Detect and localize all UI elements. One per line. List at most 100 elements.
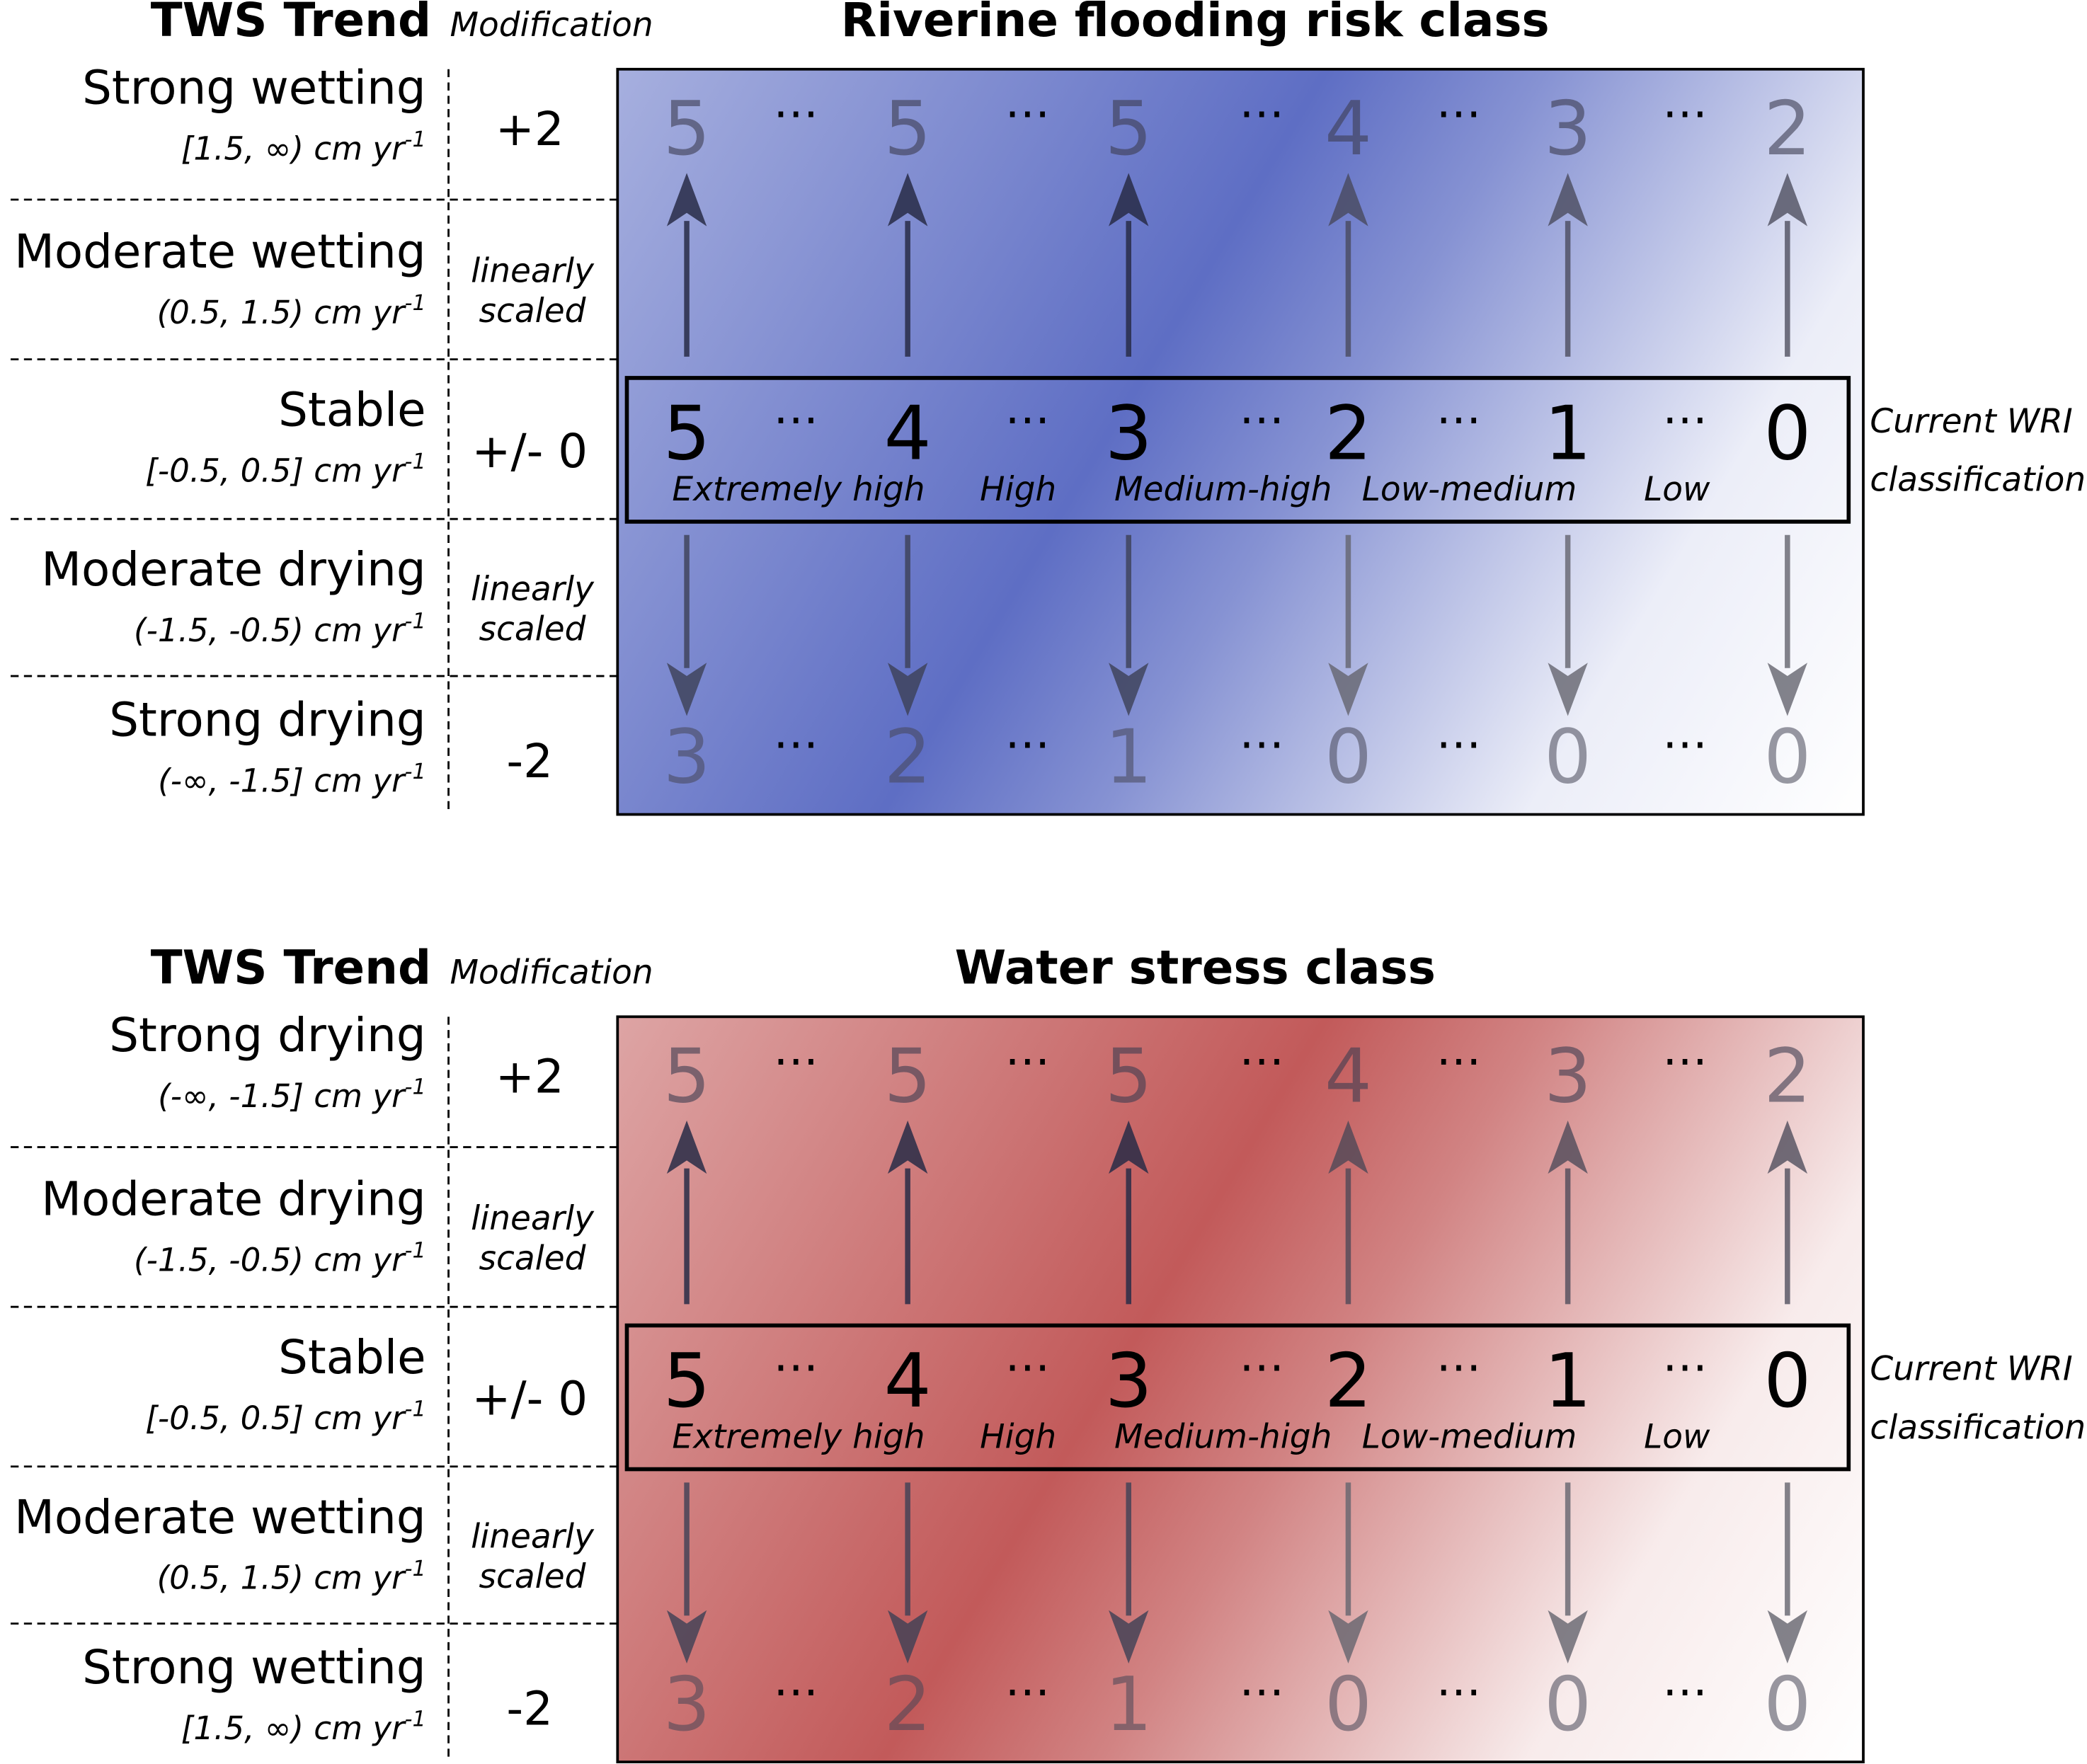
modified-bottom-value: 0 <box>1325 713 1372 800</box>
ellipsis: … <box>1005 1024 1050 1076</box>
arrow-up-head <box>887 173 928 227</box>
current-class-value: 3 <box>1105 390 1153 477</box>
modified-top-value: 5 <box>663 1033 711 1120</box>
trend-range-text: (-1.5, -0.5) cm yr <box>134 1241 406 1278</box>
class-box <box>616 1015 1865 1763</box>
arrow-down-head <box>1767 1610 1808 1663</box>
current-class-value: 5 <box>663 390 711 477</box>
trend-name: Strong wetting <box>82 1640 425 1695</box>
trend-range-text: [1.5, ∞) cm yr <box>181 130 406 168</box>
arrow-down-head <box>1328 663 1368 716</box>
arrow-up-head <box>1767 1120 1808 1174</box>
class-label: Low <box>1644 1417 1710 1456</box>
header-modification: Modification <box>450 953 653 992</box>
ellipsis: … <box>1239 707 1284 760</box>
arrow-up-head <box>887 1120 928 1174</box>
trend-range-text: (-∞, -1.5] cm yr <box>158 1077 406 1115</box>
arrow-up-head <box>1328 173 1368 227</box>
modified-bottom-value: 0 <box>1763 713 1811 800</box>
trend-row: Moderate drying (-1.5, -0.5) cm yr-1 linea… <box>41 542 595 649</box>
trend-name: Stable <box>278 383 425 437</box>
ellipsis: … <box>1436 1654 1482 1707</box>
class-label: Medium-high <box>1114 1417 1332 1456</box>
trend-row: Strong wetting [1.5, ∞) cm yr-1 +2 <box>82 61 564 168</box>
trend-name: Moderate wetting <box>14 224 425 279</box>
class-label: Low <box>1644 470 1710 509</box>
arrow-down-head <box>1548 663 1588 716</box>
current-wri-label: classification <box>1870 1408 2086 1447</box>
class-label: High <box>980 1417 1056 1456</box>
trend-range: (0.5, 1.5) cm yr-1 <box>157 1557 426 1597</box>
modified-top-value: 2 <box>1763 1033 1811 1120</box>
trend-name: Moderate wetting <box>14 1490 425 1545</box>
ellipsis: … <box>1005 1329 1050 1382</box>
trend-row: Moderate wetting (0.5, 1.5) cm yr-1 linear… <box>14 1490 595 1597</box>
header-tws-trend: TWS Trend <box>151 0 431 47</box>
class-label: Extremely high <box>672 1417 925 1456</box>
trend-range: (-1.5, -0.5) cm yr-1 <box>134 1239 426 1279</box>
ellipsis: … <box>1662 707 1708 760</box>
trend-name: Strong drying <box>109 1008 425 1063</box>
modified-bottom-value: 1 <box>1105 713 1153 800</box>
arrow-up-head <box>1548 1120 1588 1174</box>
arrow-up-head <box>666 173 707 227</box>
panel-flood: TWS Trend Modification Riverine flooding r… <box>11 0 2086 816</box>
class-label: High <box>980 470 1056 509</box>
arrow-up-head <box>1328 1120 1368 1174</box>
arrow-down-head <box>1548 1610 1588 1663</box>
ellipsis: … <box>773 382 818 435</box>
trend-name: Strong wetting <box>82 61 425 115</box>
trend-name: Moderate drying <box>41 542 425 597</box>
trend-range-unit-exponent: -1 <box>405 1397 426 1421</box>
modification-text: scaled <box>479 1239 587 1278</box>
arrow-down-head <box>1109 663 1149 716</box>
ellipsis: … <box>1239 382 1284 435</box>
ellipsis: … <box>773 707 818 760</box>
ellipsis: … <box>1005 707 1050 760</box>
modified-bottom-value: 0 <box>1544 1661 1591 1748</box>
modified-top-value: 5 <box>1105 85 1153 172</box>
modified-top-value: 5 <box>884 1033 932 1120</box>
trend-range: [-0.5, 0.5] cm yr-1 <box>145 449 425 490</box>
arrow-up-head <box>1109 1120 1149 1174</box>
panel-title: Riverine flooding risk class <box>841 0 1550 47</box>
trend-range: (-∞, -1.5] cm yr-1 <box>158 1075 425 1115</box>
trend-range-unit-exponent: -1 <box>405 291 426 316</box>
ellipsis: … <box>1662 1024 1708 1076</box>
trend-range-unit-exponent: -1 <box>405 609 426 634</box>
modification-text: linearly <box>471 252 595 291</box>
trend-range-unit-exponent: -1 <box>405 1075 426 1099</box>
modification-value: -2 <box>506 734 553 789</box>
trend-range: (-1.5, -0.5) cm yr-1 <box>134 609 426 649</box>
arrow-down-head <box>666 1610 707 1663</box>
trend-range-unit-exponent: -1 <box>405 1239 426 1264</box>
modification-text: linearly <box>471 1517 595 1556</box>
trend-range: [-0.5, 0.5] cm yr-1 <box>145 1397 425 1437</box>
modification-text: linearly <box>471 1199 595 1238</box>
panel-stress: TWS Trend Modification Water stress class S… <box>11 940 2086 1763</box>
modified-bottom-value: 1 <box>1105 1661 1153 1748</box>
modified-bottom-value: 3 <box>663 1661 711 1748</box>
trend-range: (-∞, -1.5] cm yr-1 <box>158 760 425 800</box>
class-label: Extremely high <box>672 470 925 509</box>
modified-top-value: 4 <box>1325 85 1372 172</box>
header-modification: Modification <box>450 6 653 45</box>
arrow-down-head <box>1109 1610 1149 1663</box>
trend-row: Moderate drying (-1.5, -0.5) cm yr-1 linea… <box>41 1172 595 1278</box>
current-class-value: 3 <box>1105 1337 1153 1424</box>
class-label: Medium-high <box>1114 470 1332 509</box>
ellipsis: … <box>1239 1329 1284 1382</box>
current-class-value: 4 <box>884 1337 932 1424</box>
ellipsis: … <box>1662 1654 1708 1707</box>
arrow-down-head <box>887 663 928 716</box>
current-class-value: 5 <box>663 1337 711 1424</box>
ellipsis: … <box>1436 382 1482 435</box>
current-class-value: 0 <box>1763 390 1811 477</box>
trend-row: Stable [-0.5, 0.5] cm yr-1 +/- 0 <box>145 383 588 490</box>
trend-range: [1.5, ∞) cm yr-1 <box>181 1707 426 1747</box>
trend-row: Strong drying (-∞, -1.5] cm yr-1 -2 <box>109 693 553 800</box>
ellipsis: … <box>1436 1024 1482 1076</box>
modified-bottom-value: 0 <box>1325 1661 1372 1748</box>
ellipsis: … <box>773 1654 818 1707</box>
